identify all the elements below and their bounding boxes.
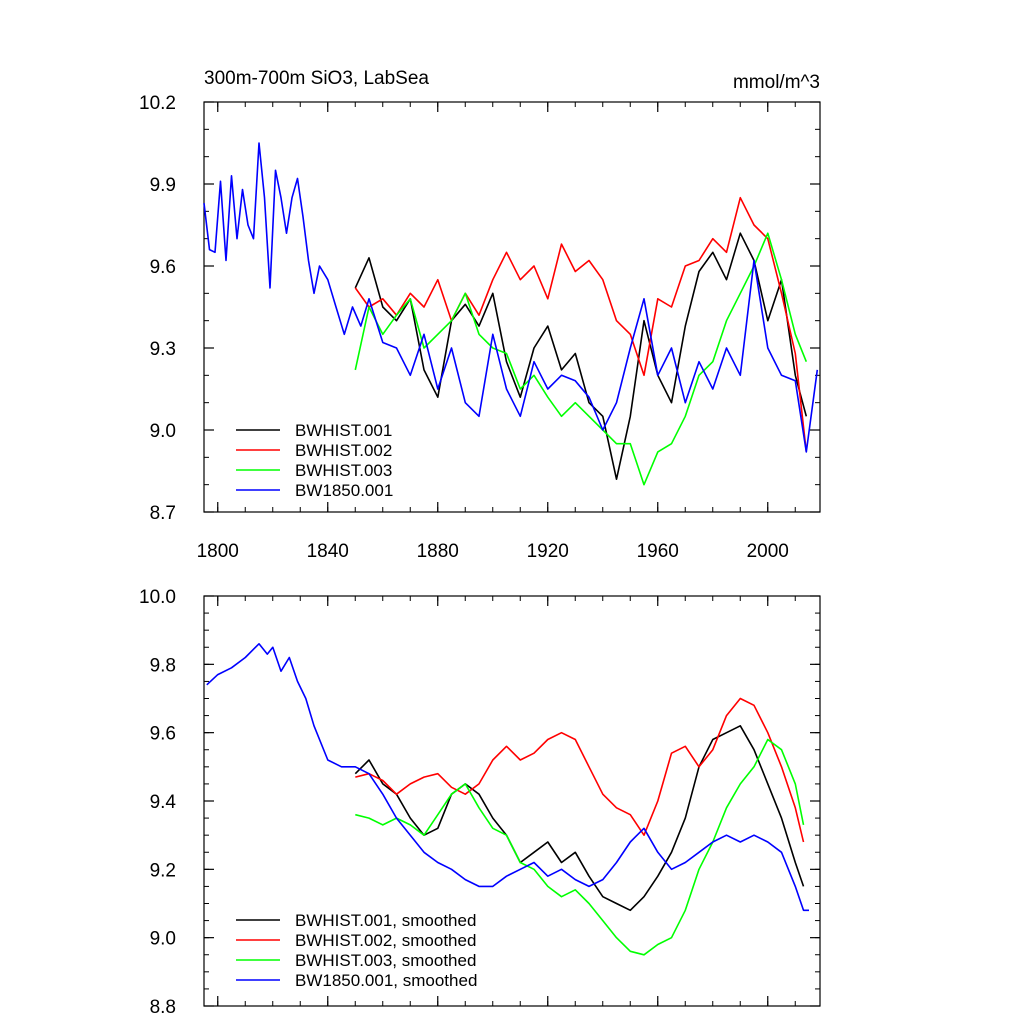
legend-label: BW1850.001, smoothed	[295, 971, 477, 990]
y-tick-label: 8.8	[150, 997, 176, 1018]
series-line-bwhist-002	[354, 196, 808, 452]
legend-label: BWHIST.001	[295, 421, 392, 440]
x-tick-label: 1920	[527, 541, 569, 562]
y-tick-label: 9.8	[150, 655, 176, 676]
x-tick-label: 1960	[637, 541, 679, 562]
series-line-bw1850-001	[203, 142, 819, 453]
series-line-bw1850-001-smoothed	[206, 642, 809, 912]
top-plot-frame	[203, 101, 821, 513]
y-tick-label: 10.2	[139, 93, 176, 114]
y-tick-label: 9.3	[150, 339, 176, 360]
y-tick-label: 9.9	[150, 175, 176, 196]
legend-label: BWHIST.002, smoothed	[295, 931, 476, 950]
legend-label: BWHIST.001, smoothed	[295, 911, 476, 930]
y-tick-label: 10.0	[139, 587, 176, 608]
top-axes: 1800 1840 1880 1920 1960 2000 8.7 9.0 9.3 9.6 9.9 1…	[139, 93, 820, 562]
bottom-axes: 8.8 9.0 9.2 9.4 9.6 9.8 10.0	[139, 587, 820, 1018]
y-tick-label: 9.0	[150, 929, 176, 950]
y-tick-label: 9.2	[150, 860, 176, 881]
legend-label: BWHIST.002	[295, 441, 392, 460]
y-tick-label: 9.6	[150, 257, 176, 278]
legend-label: BWHIST.003, smoothed	[295, 951, 476, 970]
series-line-bwhist-002-smoothed	[355, 697, 805, 843]
y-tick-label: 9.6	[150, 724, 176, 745]
legend-label: BWHIST.003	[295, 461, 392, 480]
y-tick-label: 8.7	[150, 503, 176, 524]
series-line-bwhist-003-smoothed	[355, 738, 805, 956]
series-line-bwhist-001-smoothed	[354, 724, 805, 912]
legend-label: BW1850.001	[295, 481, 393, 500]
x-tick-label: 1880	[417, 541, 459, 562]
top-chart-title: 300m-700m SiO3, LabSea	[204, 68, 429, 89]
bottom-series-lines	[206, 642, 809, 956]
series-line-bwhist-001	[354, 232, 808, 481]
x-tick-label: 1800	[197, 541, 239, 562]
series-line-bwhist-003	[354, 232, 808, 486]
x-tick-label: 2000	[747, 541, 789, 562]
top-chart-units: mmol/m^3	[733, 72, 820, 93]
top-series-lines	[203, 142, 819, 486]
y-tick-label: 9.0	[150, 421, 176, 442]
x-tick-label: 1840	[307, 541, 349, 562]
y-tick-label: 9.4	[150, 792, 177, 813]
